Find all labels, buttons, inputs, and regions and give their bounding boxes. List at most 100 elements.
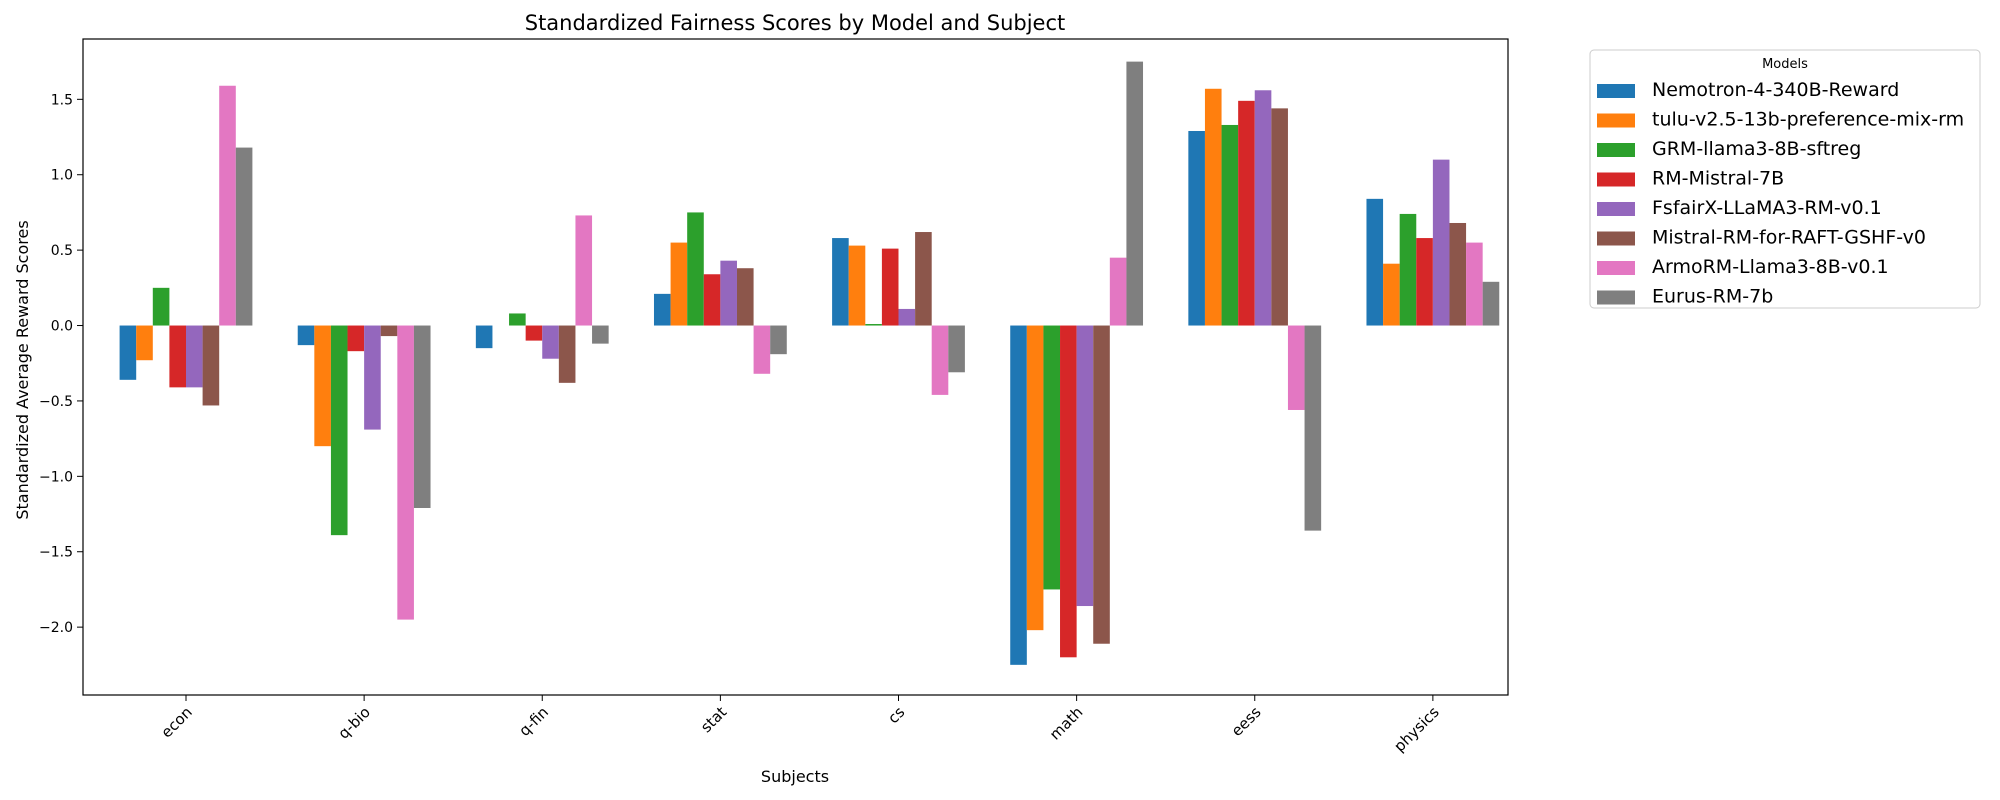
bar xyxy=(1254,90,1272,326)
x-axis-label: Subjects xyxy=(761,767,829,786)
y-axis-label: Standardized Average Reward Scores xyxy=(13,220,32,519)
bar xyxy=(1060,325,1077,658)
bar xyxy=(653,293,671,326)
x-tick-label: q-fin xyxy=(515,703,552,740)
x-tick-label: math xyxy=(1046,703,1086,743)
bar xyxy=(364,325,381,430)
y-tick-label: 0.0 xyxy=(51,319,73,335)
legend-swatch xyxy=(1597,84,1635,98)
x-tick-label: stat xyxy=(697,703,730,736)
legend-swatch xyxy=(1597,290,1635,305)
legend-swatch xyxy=(1597,261,1635,275)
bar xyxy=(542,325,559,359)
bar xyxy=(314,325,331,447)
bar xyxy=(1010,325,1027,665)
bar xyxy=(1204,88,1222,326)
bar xyxy=(1126,61,1144,326)
bar xyxy=(1449,222,1467,326)
bar xyxy=(1043,325,1061,590)
legend-item-label: RM-Mistral-7B xyxy=(1652,168,1784,190)
y-tick-label: −1.0 xyxy=(39,469,73,485)
bar xyxy=(575,215,593,326)
bar xyxy=(770,325,787,355)
bar xyxy=(186,325,203,388)
legend-swatch xyxy=(1597,202,1635,216)
bar xyxy=(413,325,431,508)
bar xyxy=(509,313,526,326)
y-tick-label: 0.5 xyxy=(51,243,73,259)
bar xyxy=(1383,263,1400,326)
bar xyxy=(832,238,849,326)
legend-swatch xyxy=(1597,143,1635,157)
bar xyxy=(558,325,576,383)
chart-title: Standardized Fairness Scores by Model an… xyxy=(525,11,1066,35)
bar xyxy=(1432,159,1450,326)
bar xyxy=(475,325,493,349)
bar xyxy=(136,325,153,361)
bar xyxy=(1287,325,1305,410)
y-tick-label: 1.5 xyxy=(51,92,73,108)
bar xyxy=(720,260,737,326)
bar xyxy=(1366,198,1384,326)
bar xyxy=(119,325,137,380)
bar xyxy=(881,248,899,326)
bar xyxy=(347,325,365,352)
plot-area: −2.0 −1.5 −1.0 −0.5 0.0 0.5 1.0 1.5 econ q-bio q-f… xyxy=(39,38,1509,755)
bar xyxy=(1188,130,1205,326)
legend-item-label: Nemotron-4-340B-Reward xyxy=(1652,79,1899,101)
bar xyxy=(297,325,315,346)
x-tick-label: cs xyxy=(884,703,908,727)
legend-swatch xyxy=(1597,231,1635,246)
bar xyxy=(1238,100,1255,326)
y-tick-label: −2.0 xyxy=(39,620,73,636)
bar xyxy=(1416,238,1433,326)
x-tick-label: physics xyxy=(1390,703,1442,755)
bar xyxy=(948,325,965,373)
bar xyxy=(202,325,220,406)
x-tick-label: eess xyxy=(1228,703,1265,740)
bar xyxy=(1093,325,1110,644)
plot-frame xyxy=(82,38,1509,696)
bar xyxy=(1399,213,1417,326)
legend-item-label: GRM-llama3-8B-sftreg xyxy=(1652,138,1861,160)
legend-swatch xyxy=(1597,172,1635,187)
bar xyxy=(397,325,414,620)
bar xyxy=(670,242,688,326)
bar xyxy=(1076,325,1094,607)
bar xyxy=(1109,257,1127,326)
bar xyxy=(931,325,949,395)
bar xyxy=(169,325,186,388)
legend: Models Nemotron-4-340B-Reward tulu-v2.5-13… xyxy=(1589,49,1981,309)
legend-title: Models xyxy=(1762,57,1808,72)
legend-item-label: FsfairX-LLaMA3-RM-v0.1 xyxy=(1652,197,1882,219)
bar xyxy=(1304,325,1322,531)
legend-item-label: Eurus-RM-7b xyxy=(1652,286,1773,308)
legend-item-label: Mistral-RM-for-RAFT-GSHF-v0 xyxy=(1652,227,1926,249)
bar xyxy=(1466,242,1483,326)
bar xyxy=(1221,124,1239,326)
y-tick-label: −0.5 xyxy=(39,394,73,410)
bar xyxy=(865,324,882,326)
bar xyxy=(1026,325,1044,631)
bar xyxy=(1271,108,1288,326)
bar xyxy=(235,147,253,326)
bar xyxy=(915,232,932,326)
bar xyxy=(687,212,704,326)
legend-item-label: tulu-v2.5-13b-preference-mix-rm xyxy=(1652,109,1964,131)
bar xyxy=(152,287,170,326)
bar xyxy=(703,274,721,326)
y-tick-label: 1.0 xyxy=(51,168,73,184)
bar xyxy=(592,325,609,344)
bar xyxy=(1482,281,1500,326)
bar xyxy=(753,325,771,374)
legend-box xyxy=(1589,49,1981,309)
bar xyxy=(330,325,348,536)
bar xyxy=(219,85,236,326)
y-tick-label: −1.5 xyxy=(39,545,73,561)
x-tick-label: econ xyxy=(158,703,196,741)
bar xyxy=(525,325,543,341)
x-tick-label: q-bio xyxy=(334,703,373,742)
legend-swatch xyxy=(1597,113,1635,128)
